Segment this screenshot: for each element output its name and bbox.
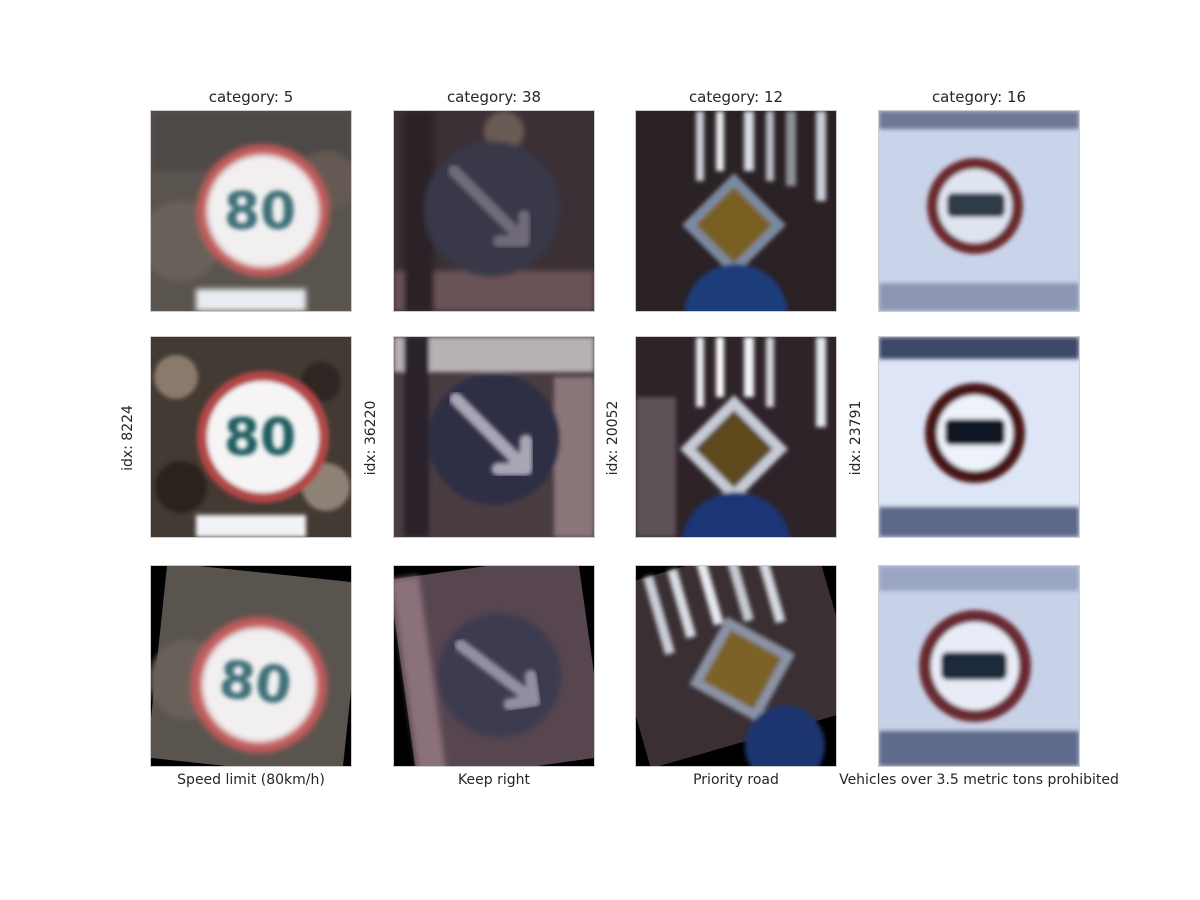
speed-limit-sign-image: 80 — [151, 566, 351, 766]
column-caption: Vehicles over 3.5 metric tons prohibited — [839, 772, 1119, 788]
column-title: category: 16 — [931, 88, 1027, 106]
image-tile-original — [393, 110, 595, 312]
keep-right-sign-image — [394, 337, 594, 537]
image-tile-original: 80 — [150, 110, 352, 312]
column-title: category: 12 — [688, 88, 784, 106]
image-tile-original — [878, 110, 1080, 312]
image-tile-original — [635, 110, 837, 312]
image-tile-contrast — [635, 336, 837, 538]
no-trucks-sign-image — [879, 111, 1079, 311]
keep-right-sign-image — [394, 566, 594, 766]
column-caption: Keep right — [458, 772, 530, 788]
priority-road-sign-image — [636, 337, 836, 537]
priority-road-sign-image — [636, 566, 836, 766]
idx-label: idx: 23791 — [848, 400, 864, 476]
speed-limit-sign-image: 80 — [151, 111, 351, 311]
column-speed-limit: category: 5 idx: 8224 80 — [120, 0, 352, 900]
speed-limit-sign-image: 80 — [151, 337, 351, 537]
idx-label: idx: 20052 — [605, 400, 621, 476]
image-tile-contrast: 80 — [150, 336, 352, 538]
idx-label: idx: 36220 — [363, 400, 379, 476]
image-tile-rotated — [878, 565, 1080, 767]
image-tile-contrast — [393, 336, 595, 538]
column-no-trucks: category: 16 idx: 23791 — [839, 0, 1119, 900]
image-tile-rotated — [635, 565, 837, 767]
no-trucks-sign-image — [879, 566, 1079, 766]
column-title: category: 5 — [208, 88, 294, 106]
keep-right-sign-image — [394, 111, 594, 311]
idx-label: idx: 8224 — [120, 405, 136, 471]
sign-number: 80 — [224, 408, 296, 468]
sign-number: 80 — [216, 650, 294, 717]
image-tile-rotated — [393, 565, 595, 767]
sign-number: 80 — [224, 182, 296, 242]
column-priority-road: category: 12 idx: 20052 — [605, 0, 837, 900]
image-tile-rotated: 80 — [150, 565, 352, 767]
column-title: category: 38 — [446, 88, 542, 106]
column-keep-right: category: 38 idx: 36220 — [363, 0, 595, 900]
no-trucks-sign-image — [879, 337, 1079, 537]
column-caption: Speed limit (80km/h) — [177, 772, 325, 788]
column-caption: Priority road — [693, 772, 779, 788]
priority-road-sign-image — [636, 111, 836, 311]
image-tile-contrast — [878, 336, 1080, 538]
